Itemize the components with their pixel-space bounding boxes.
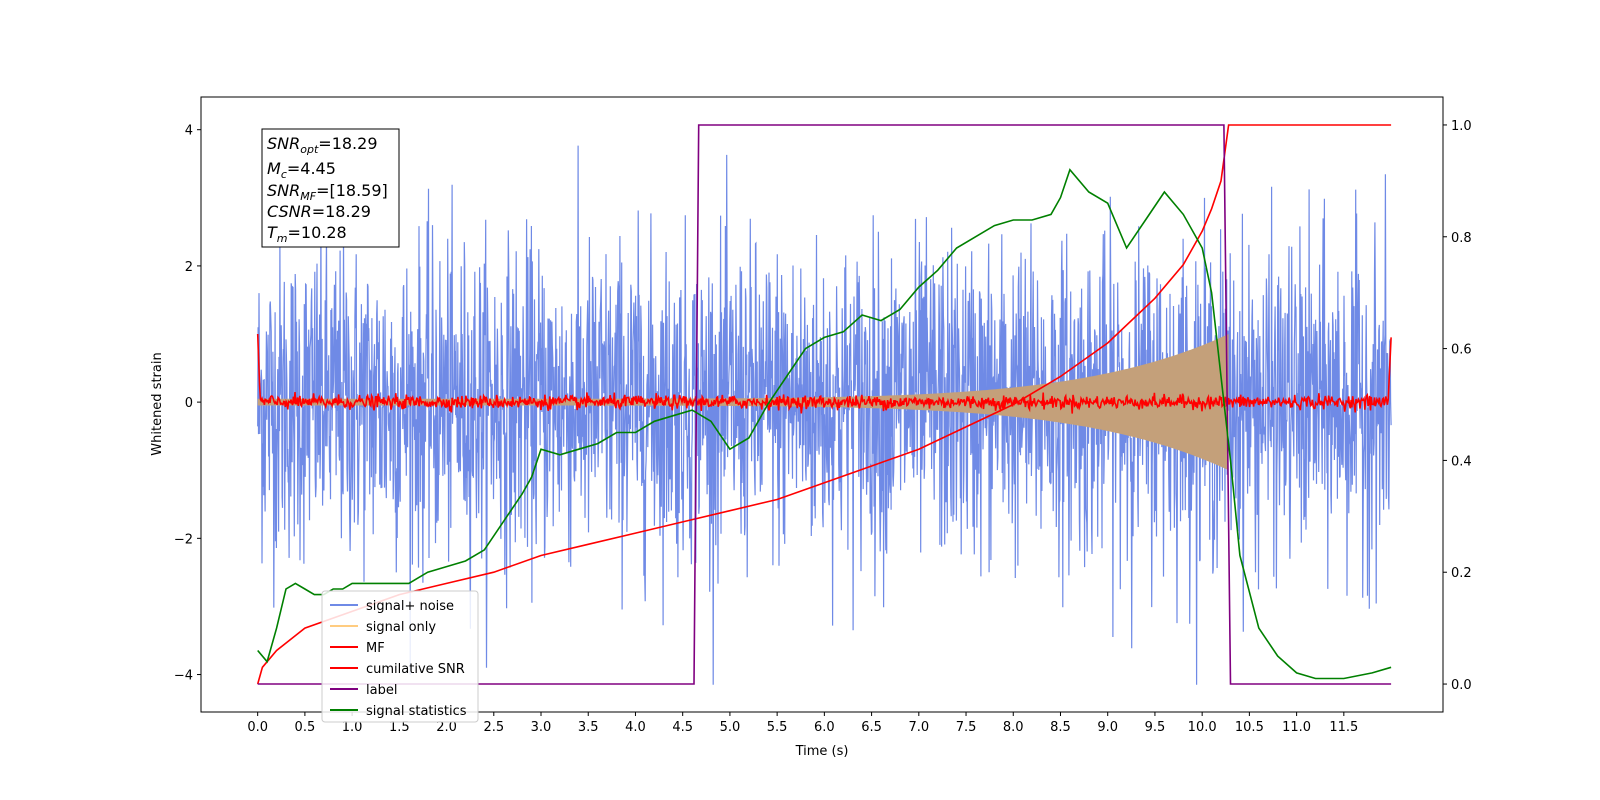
- x-tick-label: 11.5: [1329, 720, 1358, 735]
- x-tick-label: 8.0: [1003, 720, 1024, 735]
- x-tick-label: 2.0: [436, 720, 457, 735]
- annotation-snr-opt: SNRopt=18.29: [267, 134, 378, 156]
- y-left-tick-label: −4: [174, 669, 193, 684]
- x-tick-label: 5.0: [720, 720, 741, 735]
- x-tick-label: 5.5: [767, 720, 788, 735]
- x-tick-label: 3.5: [578, 720, 599, 735]
- y-axis-left-ticks: 4 2 0 −2 −4: [174, 124, 201, 684]
- y-axis-label: Whitened strain: [150, 352, 165, 455]
- x-axis-label: Time (s): [795, 744, 849, 759]
- y-right-tick-label: 0.0: [1451, 678, 1472, 693]
- series-signal-statistics: [257, 168, 1392, 680]
- plot-frame: [200, 96, 1444, 713]
- annotation-box: SNRopt=18.29 Mc=4.45 SNRMF=[18.59] CSNR=…: [261, 128, 400, 248]
- x-tick-label: 4.0: [625, 720, 646, 735]
- legend-label-mf: MF: [366, 641, 385, 656]
- x-tick-label: 4.5: [672, 720, 693, 735]
- legend-label-signal-only: signal only: [366, 620, 436, 635]
- y-right-tick-label: 0.4: [1451, 454, 1472, 469]
- x-tick-label: 1.0: [342, 720, 363, 735]
- annotation-tm: Tm=10.28: [267, 223, 347, 245]
- x-tick-label: 7.5: [956, 720, 977, 735]
- y-left-tick-label: −2: [174, 532, 193, 547]
- x-tick-label: 11.0: [1282, 720, 1311, 735]
- x-tick-label: 2.5: [483, 720, 504, 735]
- x-tick-label: 0.0: [247, 720, 268, 735]
- x-tick-label: 10.5: [1235, 720, 1264, 735]
- x-tick-label: 9.5: [1145, 720, 1166, 735]
- annotation-mc: Mc=4.45: [267, 159, 336, 181]
- y-right-tick-label: 0.6: [1451, 343, 1472, 358]
- legend-label-signal-statistics: signal statistics: [366, 704, 467, 719]
- series-mf: [256, 333, 1392, 414]
- y-left-tick-label: 2: [185, 260, 193, 275]
- x-tick-label: 1.5: [389, 720, 410, 735]
- x-axis-ticks: 0.0 0.5 1.0 1.5 2.0 2.5 3.0 3.5 4.0 4.5 5.0 5.5 6.0 6…: [247, 712, 1358, 735]
- legend-label-signal-noise: signal+ noise: [366, 599, 454, 614]
- x-tick-label: 3.0: [531, 720, 552, 735]
- x-tick-label: 6.0: [814, 720, 835, 735]
- y-left-tick-label: 0: [185, 396, 193, 411]
- x-tick-label: 7.0: [908, 720, 929, 735]
- y-right-tick-label: 0.8: [1451, 231, 1472, 246]
- annotation-snr-mf: SNRMF=[18.59]: [267, 181, 388, 203]
- legend-label-label: label: [366, 683, 397, 698]
- y-right-tick-label: 0.2: [1451, 566, 1472, 581]
- x-tick-label: 6.5: [861, 720, 882, 735]
- series-label: [257, 124, 1392, 685]
- x-tick-label: 9.0: [1097, 720, 1118, 735]
- legend-label-cumulative-snr: cumilative SNR: [366, 662, 465, 677]
- legend: signal+ noise signal only MF cumilative …: [321, 590, 479, 723]
- annotation-csnr: CSNR=18.29: [267, 202, 371, 221]
- x-tick-label: 10.0: [1188, 720, 1217, 735]
- x-tick-label: 8.5: [1050, 720, 1071, 735]
- legend-frame: [321, 590, 479, 723]
- y-right-tick-label: 1.0: [1451, 119, 1472, 134]
- y-left-tick-label: 4: [185, 124, 193, 139]
- y-axis-right-ticks: 1.0 0.8 0.6 0.4 0.2 0.0: [1443, 119, 1472, 693]
- x-tick-label: 0.5: [295, 720, 316, 735]
